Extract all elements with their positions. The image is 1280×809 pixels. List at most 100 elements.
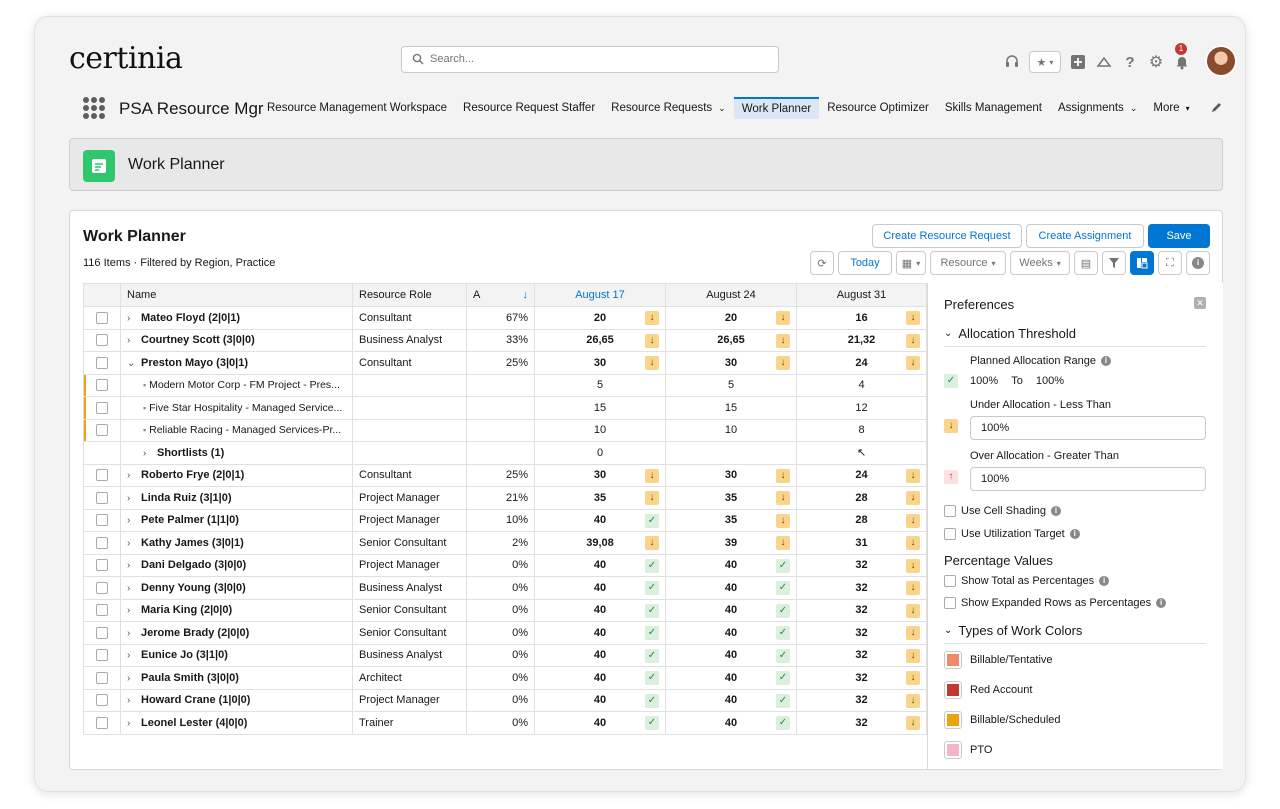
row-checkbox[interactable] <box>96 311 108 324</box>
list-view-button[interactable]: ▤ <box>1074 251 1098 275</box>
resource-name-cell[interactable]: › Jerome Brady (2|0|0) <box>120 621 353 645</box>
work-color-swatch[interactable] <box>944 651 962 669</box>
week-cell[interactable]: 4 <box>796 374 927 397</box>
favorites-button[interactable]: ★ ▾ <box>1029 51 1061 73</box>
edit-nav-pencil-icon[interactable] <box>1211 101 1223 116</box>
week-cell[interactable]: 40 ✓ <box>534 689 666 712</box>
week-cell[interactable]: 8 <box>796 419 927 442</box>
work-color-swatch[interactable] <box>944 681 962 699</box>
week-cell[interactable]: 32 ↓ <box>796 711 927 735</box>
chevron-right-icon[interactable]: › <box>127 582 131 594</box>
week-cell[interactable]: 40 ✓ <box>534 644 666 667</box>
row-checkbox[interactable] <box>96 694 108 707</box>
row-checkbox[interactable] <box>96 626 108 639</box>
week-cell[interactable]: 40 ✓ <box>665 711 797 735</box>
resource-name-cell[interactable]: › Leonel Lester (4|0|0) <box>120 711 353 735</box>
row-checkbox[interactable] <box>96 401 108 414</box>
show-total-percentages-option[interactable]: Show Total as Percentages i <box>944 575 1110 587</box>
row-checkbox-cell[interactable] <box>83 374 121 397</box>
nav-item-work-planner[interactable]: Work Planner <box>733 97 820 119</box>
chevron-right-icon[interactable]: › <box>127 492 131 504</box>
week-cell[interactable]: 5 <box>665 374 797 397</box>
assignment-name-cell[interactable]: ▪ Modern Motor Corp - FM Project - Pres.… <box>120 374 353 397</box>
week-cell[interactable]: 21,32 ↓ <box>796 329 927 352</box>
week-cell[interactable]: 40 ✓ <box>534 509 666 532</box>
resource-row[interactable]: › Eunice Jo (3|1|0) Business Analyst 0% 40 ✓ 4… <box>83 644 927 667</box>
week-cell[interactable]: 24 ↓ <box>796 464 927 487</box>
row-checkbox-cell[interactable] <box>83 554 121 577</box>
row-checkbox-cell[interactable] <box>83 329 121 352</box>
show-expanded-percentages-option[interactable]: Show Expanded Rows as Percentages i <box>944 597 1167 609</box>
nav-item-assignments[interactable]: Assignments ⌄ <box>1057 102 1138 114</box>
week-cell[interactable]: 32 ↓ <box>796 621 927 645</box>
week-cell[interactable]: 35 ↓ <box>665 509 797 532</box>
show-total-checkbox[interactable] <box>944 575 956 587</box>
filter-button[interactable] <box>1102 251 1126 275</box>
trailhead-icon[interactable] <box>1095 53 1113 71</box>
nav-item-skills-management[interactable]: Skills Management <box>944 102 1042 114</box>
row-checkbox[interactable] <box>96 469 108 482</box>
row-checkbox-cell[interactable] <box>83 486 121 510</box>
today-button[interactable]: Today <box>838 251 892 275</box>
nav-item-resource-requests[interactable]: Resource Requests ⌄ <box>611 102 726 114</box>
assignment-name-cell[interactable]: ▪ Reliable Racing - Managed Services-Pr.… <box>120 419 353 442</box>
grid-view-button[interactable]: ▦ ▾ <box>896 251 926 275</box>
resource-row[interactable]: › Courtney Scott (3|0|0) Business Analyst 3… <box>83 329 927 352</box>
show-expanded-checkbox[interactable] <box>944 597 956 609</box>
resource-name-cell[interactable]: › Denny Young (3|0|0) <box>120 576 353 600</box>
row-checkbox-cell[interactable] <box>83 689 121 712</box>
assignment-subrow[interactable]: ▪ Reliable Racing - Managed Services-Pr.… <box>83 419 927 442</box>
chevron-right-icon[interactable]: › <box>127 335 131 347</box>
chevron-right-icon[interactable]: › <box>127 627 131 639</box>
over-allocation-input[interactable]: 100% <box>970 467 1206 491</box>
week-cell[interactable]: 32 ↓ <box>796 554 927 577</box>
week-cell[interactable]: 39,08 ↓ <box>534 531 666 555</box>
week-cell[interactable]: 35 ↓ <box>534 486 666 510</box>
week-cell[interactable]: 40 ✓ <box>534 621 666 645</box>
row-checkbox-cell[interactable] <box>83 576 121 600</box>
help-icon[interactable]: ? <box>1125 53 1135 71</box>
row-checkbox-cell[interactable] <box>83 464 121 487</box>
week-cell[interactable]: 40 ✓ <box>534 711 666 735</box>
row-checkbox[interactable] <box>96 671 108 684</box>
under-allocation-input[interactable]: 100% <box>970 416 1206 440</box>
row-checkbox-cell[interactable] <box>83 666 121 690</box>
week-cell[interactable]: 40 ✓ <box>665 644 797 667</box>
close-preferences-icon[interactable]: ✕ <box>1194 297 1206 309</box>
resource-row[interactable]: ⌄ Preston Mayo (3|0|1) Consultant 25% 30 ↓ 30 ↓… <box>83 351 927 375</box>
week-cell[interactable]: 40 ✓ <box>665 576 797 600</box>
column-name[interactable]: Name <box>120 283 353 307</box>
resource-name-cell[interactable]: › Maria King (2|0|0) <box>120 599 353 622</box>
work-color-swatch[interactable] <box>944 741 962 759</box>
resource-name-cell[interactable]: › Eunice Jo (3|1|0) <box>120 644 353 667</box>
row-checkbox-cell[interactable] <box>83 509 121 532</box>
chevron-right-icon[interactable]: › <box>127 470 131 482</box>
resource-row[interactable]: › Howard Crane (1|0|0) Project Manager 0% 40… <box>83 689 927 712</box>
chevron-right-icon[interactable]: › <box>127 560 131 572</box>
headset-icon[interactable] <box>1003 53 1021 71</box>
week-cell[interactable]: 32 ↓ <box>796 666 927 690</box>
row-checkbox[interactable] <box>96 649 108 662</box>
week-cell[interactable] <box>665 441 797 465</box>
week-cell[interactable]: 40 ✓ <box>665 689 797 712</box>
column-resource-role[interactable]: Resource Role <box>352 283 467 307</box>
row-checkbox-cell[interactable] <box>83 644 121 667</box>
row-checkbox[interactable] <box>96 491 108 504</box>
resource-name-cell[interactable]: › Howard Crane (1|0|0) <box>120 689 353 712</box>
chevron-right-icon[interactable]: › <box>127 695 131 707</box>
resource-row[interactable]: › Kathy James (3|0|1) Senior Consultant 2% 3… <box>83 531 927 555</box>
app-launcher-icon[interactable] <box>83 97 105 119</box>
weeks-dropdown[interactable]: Weeks ▾ <box>1010 251 1070 275</box>
week-cell[interactable]: 40 ✓ <box>665 599 797 622</box>
resource-name-cell[interactable]: › Roberto Frye (2|0|1) <box>120 464 353 487</box>
nav-item-more[interactable]: More ▾ <box>1153 102 1190 114</box>
assignment-subrow[interactable]: ▪ Five Star Hospitality - Managed Servic… <box>83 396 927 420</box>
preferences-panel-button[interactable] <box>1130 251 1154 275</box>
create-resource-request-button[interactable]: Create Resource Request <box>872 224 1022 248</box>
week-cell[interactable]: 15 <box>665 396 797 420</box>
week-cell[interactable]: 20 ↓ <box>534 306 666 330</box>
assignment-name-cell[interactable]: ▪ Five Star Hospitality - Managed Servic… <box>120 396 353 420</box>
week-cell[interactable]: 40 ✓ <box>534 666 666 690</box>
resource-row[interactable]: › Jerome Brady (2|0|0) Senior Consultant 0%… <box>83 621 927 645</box>
resource-row[interactable]: › Dani Delgado (3|0|0) Project Manager 0% 40… <box>83 554 927 577</box>
